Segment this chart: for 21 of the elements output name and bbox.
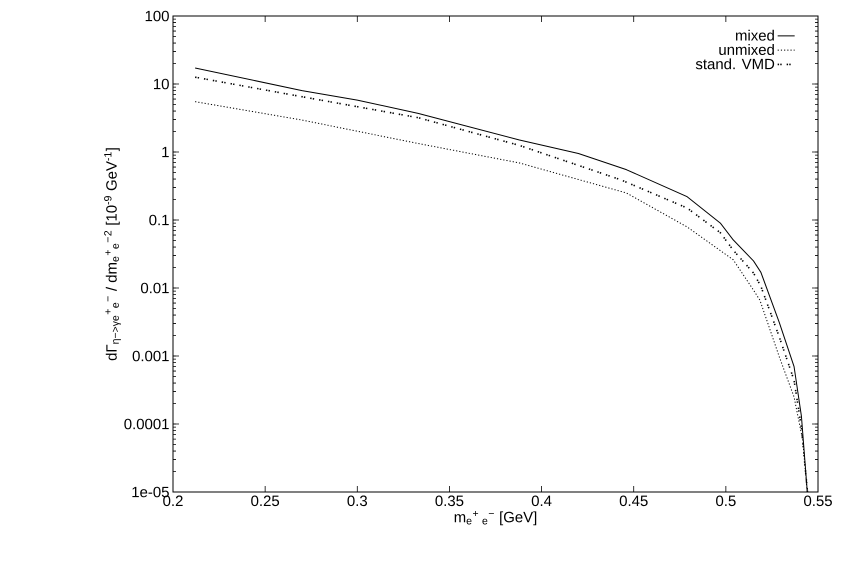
- y-tick-label: 10: [154, 78, 169, 90]
- x-tick-label: 0.55: [804, 496, 832, 506]
- x-tick-label: 0.4: [532, 496, 552, 506]
- x-tick-label: 0.2: [163, 496, 183, 506]
- legend-label: unmixed: [719, 44, 774, 55]
- x-tick-label: 0.3: [347, 496, 368, 506]
- x-axis-title: m$_{e}$+ e$^{−}$ [GeV]: [454, 510, 536, 526]
- x-tick-label: 0.45: [620, 496, 648, 506]
- y-tick-label: 1: [162, 146, 169, 158]
- y-tick-label: 100: [146, 10, 169, 22]
- y-tick-label: 0.1: [149, 214, 169, 226]
- text: dΓ$_{η−>γe}$+e$^{−}$ / dm$_{e}$+e$^{−2}$ [10$^{-9}$ GeV$^{-1}$]: [104, 148, 121, 360]
- x-tick-label: 0.5: [716, 496, 736, 506]
- y-tick-label: 0.0001: [124, 418, 169, 430]
- legend-label: mixed: [736, 30, 774, 41]
- legend-label: stand. VMD: [696, 58, 774, 70]
- x-tick-label: 0.25: [251, 496, 280, 506]
- y-tick-label: 1e-05: [132, 486, 169, 498]
- y-tick-label: 0.01: [140, 282, 169, 294]
- x-tick-label: 0.35: [435, 496, 464, 506]
- y-tick-label: 0.001: [132, 350, 169, 362]
